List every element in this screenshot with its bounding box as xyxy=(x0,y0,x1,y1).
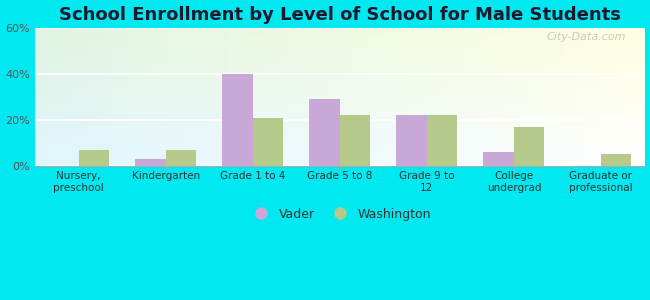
Legend: Vader, Washington: Vader, Washington xyxy=(244,203,436,226)
Bar xyxy=(484,152,514,166)
Bar xyxy=(135,159,166,166)
Text: City-Data.com: City-Data.com xyxy=(547,32,626,42)
Bar xyxy=(166,150,196,166)
Bar xyxy=(253,118,283,166)
Bar xyxy=(396,115,427,166)
Bar xyxy=(222,74,253,166)
Bar xyxy=(514,127,544,166)
Title: School Enrollment by Level of School for Male Students: School Enrollment by Level of School for… xyxy=(59,6,621,24)
Bar xyxy=(601,154,631,166)
Bar xyxy=(427,115,458,166)
Bar xyxy=(340,115,370,166)
Bar xyxy=(79,150,109,166)
Bar xyxy=(309,99,340,166)
